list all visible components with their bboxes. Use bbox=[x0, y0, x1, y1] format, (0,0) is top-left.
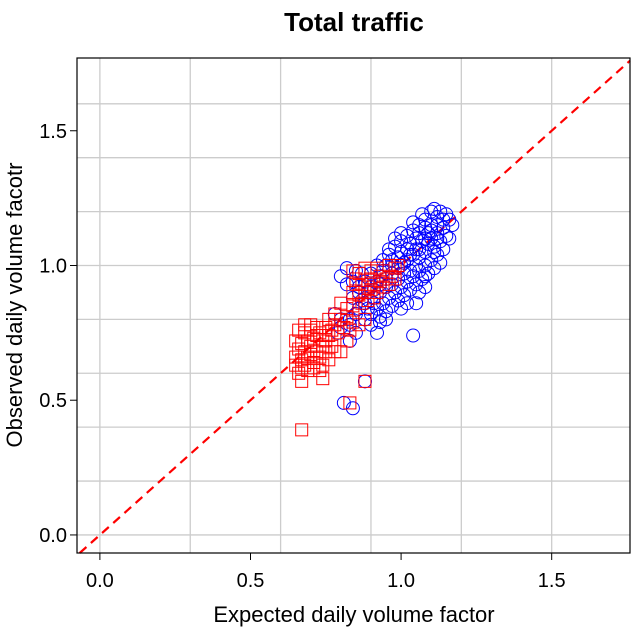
y-tick-label: 0.5 bbox=[39, 390, 67, 412]
circle-point bbox=[357, 374, 372, 389]
circle-point bbox=[427, 245, 442, 260]
square-point bbox=[364, 272, 378, 286]
square-point bbox=[388, 272, 402, 286]
square-point bbox=[316, 372, 330, 386]
square-point bbox=[388, 261, 402, 275]
circle-point bbox=[415, 207, 430, 222]
y-axis-label: Observed daily volume facotr bbox=[2, 163, 27, 448]
circle-point bbox=[406, 328, 421, 343]
circle-point bbox=[436, 212, 451, 227]
circle-point bbox=[406, 215, 421, 230]
circle-point bbox=[409, 296, 424, 311]
circle-point bbox=[418, 269, 433, 284]
circle-point bbox=[427, 201, 442, 216]
circle-point bbox=[394, 226, 409, 241]
x-axis-label: Expected daily volume factor bbox=[213, 602, 494, 627]
square-point bbox=[298, 318, 312, 332]
square-point bbox=[295, 423, 309, 437]
x-tick-label: 1.0 bbox=[387, 570, 415, 592]
x-tick-label: 0.0 bbox=[86, 570, 114, 592]
y-tick-label: 0.0 bbox=[39, 525, 67, 547]
chart-title: Total traffic bbox=[284, 7, 424, 37]
circle-point bbox=[373, 315, 388, 330]
y-tick-label: 1.5 bbox=[39, 121, 67, 143]
square-point bbox=[367, 291, 381, 305]
axes: 0.0 0.5 1.0 1.5 0.0 0.5 1.0 1.5 bbox=[39, 121, 565, 592]
square-point bbox=[343, 323, 357, 337]
square-point bbox=[295, 374, 309, 388]
data-points bbox=[289, 201, 460, 437]
reference-line bbox=[78, 59, 631, 554]
square-point bbox=[343, 396, 357, 410]
x-tick-label: 1.5 bbox=[538, 570, 566, 592]
circle-point bbox=[412, 242, 427, 257]
square-point bbox=[316, 358, 330, 372]
circle-point bbox=[445, 218, 460, 233]
square-point bbox=[325, 339, 339, 353]
circle-point bbox=[418, 280, 433, 295]
circle-point bbox=[442, 231, 457, 246]
circle-point bbox=[430, 231, 445, 246]
circle-point bbox=[424, 204, 439, 219]
square-point bbox=[358, 374, 372, 388]
circle-point bbox=[439, 228, 454, 243]
square-point bbox=[304, 347, 318, 361]
circle-point bbox=[382, 242, 397, 257]
circle-point bbox=[369, 325, 384, 340]
circle-point bbox=[373, 309, 388, 324]
circle-point bbox=[400, 296, 415, 311]
circle-point bbox=[379, 312, 394, 327]
square-point bbox=[289, 334, 303, 348]
square-point bbox=[358, 312, 372, 326]
circle-point bbox=[345, 401, 360, 416]
plot-frame bbox=[76, 57, 631, 554]
y-tick-label: 1.0 bbox=[39, 255, 67, 277]
square-point bbox=[334, 345, 348, 359]
circle-point bbox=[433, 204, 448, 219]
square-point bbox=[373, 269, 387, 283]
identity-line bbox=[78, 59, 631, 554]
x-tick-label: 0.5 bbox=[237, 570, 265, 592]
grid bbox=[77, 58, 630, 553]
square-point bbox=[313, 364, 327, 378]
square-point bbox=[349, 272, 363, 286]
